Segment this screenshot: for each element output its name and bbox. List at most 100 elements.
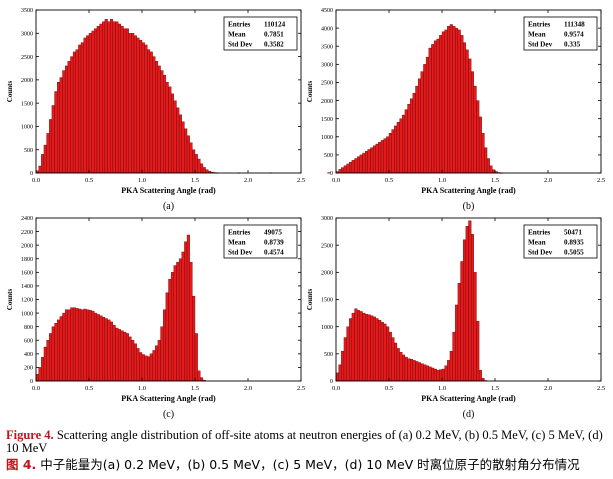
stats-value: 0.4574 [264, 249, 284, 257]
histogram-bar [157, 65, 161, 174]
histogram-bar [128, 336, 132, 382]
histogram-bar [112, 325, 116, 382]
histogram-bar [149, 51, 153, 174]
figure-caption-zh-text: 中子能量为(a) 0.2 MeV，(b) 0.5 MeV，(c) 5 MeV，(… [36, 457, 580, 472]
histogram-bar [41, 357, 45, 382]
stats-label: Entries [228, 21, 251, 29]
histogram-bar [51, 326, 55, 382]
histogram-bar [343, 337, 347, 382]
histogram-bar [123, 28, 127, 174]
histogram-bar [470, 234, 474, 382]
y-tick-label: 500 [24, 148, 33, 154]
x-tick-label: 0.0 [332, 385, 340, 392]
x-tick-label: 2.5 [297, 385, 305, 392]
stats-box [523, 16, 598, 51]
y-tick-label: 2200 [21, 230, 33, 236]
histogram-bar [49, 333, 53, 382]
y-tick-label: 500 [324, 352, 333, 358]
histogram-bar [194, 333, 198, 382]
histogram-bar [139, 352, 143, 382]
histogram-bar [120, 330, 124, 382]
histogram-bar [468, 220, 472, 382]
histogram-bar [178, 258, 182, 382]
histogram-bar [176, 261, 180, 382]
histogram-bar [173, 100, 177, 174]
histogram-bar [152, 56, 156, 174]
histogram-bar [147, 49, 151, 174]
stats-label: Mean [528, 239, 546, 247]
histogram-bar [168, 278, 172, 382]
stats-box [223, 16, 298, 51]
histogram-bar [133, 35, 137, 174]
histogram-bar [444, 365, 448, 382]
histogram-bar [149, 353, 153, 382]
y-axis-label: Counts [306, 289, 314, 311]
histogram-bar [128, 33, 132, 174]
histogram-bar [412, 93, 416, 174]
histogram-bar [338, 364, 342, 382]
y-tick-label: 2000 [321, 99, 333, 105]
histogram-bar [394, 342, 398, 382]
histogram-bar [370, 147, 374, 174]
histogram-bar [415, 361, 419, 382]
y-tick-label: 3500 [21, 8, 33, 14]
histogram-bar [165, 82, 169, 174]
histogram-bar [372, 145, 376, 174]
chart-panel: 0 500 1000 1500 2000 2500 3000 3500 0.0 0.5 1.0 1.5… [6, 8, 331, 212]
x-tick-label: 0.0 [32, 177, 40, 184]
y-tick-label: 2000 [321, 271, 333, 277]
histogram-bar [463, 239, 467, 382]
y-tick-label: 500 [324, 153, 333, 159]
y-tick-label: 3000 [21, 31, 33, 37]
histogram-bar [110, 19, 114, 174]
histogram-bar [136, 348, 140, 382]
histogram-bar [78, 308, 82, 382]
histogram-bar [115, 21, 119, 174]
histogram-bar [484, 147, 488, 174]
histogram-bar [420, 363, 424, 382]
histogram-bar [378, 319, 382, 382]
histogram-bar [391, 337, 395, 382]
stats-value: 0.7851 [264, 31, 284, 39]
y-tick-label: 1600 [21, 271, 33, 277]
histogram-bar [141, 354, 145, 382]
histogram-bar [357, 156, 361, 174]
y-tick-label: 800 [24, 325, 33, 331]
histogram-bar [455, 27, 459, 174]
histogram-bar [481, 132, 485, 174]
y-tick-label: 0 [30, 171, 33, 177]
histogram-bar [160, 326, 164, 382]
x-axis-label: PKA Scattering Angle (rad) [121, 394, 216, 403]
histogram-bar [186, 135, 190, 174]
x-tick-label: 1.0 [438, 385, 446, 392]
histogram-bar [476, 100, 480, 174]
stats-label: Mean [528, 31, 546, 39]
x-tick-label: 2.5 [597, 177, 605, 184]
figure-caption-en-text: Scattering angle distribution of off-sit… [6, 428, 603, 455]
histogram-bar [78, 44, 82, 174]
y-tick-label: 2000 [21, 78, 33, 84]
histogram-bar [205, 169, 209, 174]
histogram-bar [147, 356, 151, 382]
x-tick-label: 0.5 [85, 177, 93, 184]
panel-label: (c) [163, 409, 174, 420]
y-tick-label: 600 [24, 338, 33, 344]
x-axis-label: PKA Scattering Angle (rad) [421, 186, 516, 195]
x-axis-label: PKA Scattering Angle (rad) [421, 394, 516, 403]
histogram-bar [178, 114, 182, 174]
histogram-bar [402, 114, 406, 174]
y-tick-label: 1500 [321, 117, 333, 123]
chart-panel: 0 500 1000 1500 2000 2500 3000 0.0 0.5 1.0 1.5 2.0 2… [306, 216, 605, 420]
y-tick-label: 0 [330, 379, 333, 385]
histogram-bar [102, 316, 106, 382]
histogram-bar [460, 261, 464, 382]
histogram-bar [83, 308, 87, 382]
histogram-bar [41, 154, 45, 174]
histogram-bar [391, 129, 395, 174]
histogram-bar [94, 28, 98, 174]
histogram-bar [51, 105, 55, 174]
histogram-bar [120, 26, 124, 174]
y-tick-label: 1000 [321, 135, 333, 141]
histogram-bar [367, 314, 371, 382]
histogram-bar [351, 160, 355, 174]
